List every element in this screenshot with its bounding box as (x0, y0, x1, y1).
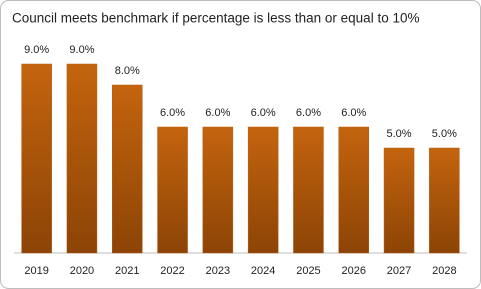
bar (21, 63, 52, 254)
bar (247, 126, 279, 254)
data-label: 9.0% (24, 44, 49, 56)
data-label: 5.0% (432, 128, 457, 140)
x-tick-label: 2026 (342, 265, 366, 277)
x-tick-label: 2028 (432, 265, 456, 277)
data-label: 6.0% (341, 107, 366, 119)
bar (66, 63, 98, 254)
chart-title: Council meets benchmark if percentage is… (12, 11, 419, 26)
bar (429, 147, 460, 254)
data-label: 8.0% (115, 65, 140, 77)
data-label: 6.0% (296, 107, 321, 119)
x-tick-label: 2019 (24, 265, 48, 277)
bar (112, 84, 143, 254)
x-tick-label: 2020 (70, 265, 94, 277)
x-tick-label: 2021 (115, 265, 139, 277)
bar (293, 126, 324, 254)
bar (157, 126, 188, 254)
data-label: 6.0% (251, 107, 276, 119)
x-tick-label: 2024 (251, 265, 275, 277)
data-label: 9.0% (69, 44, 94, 56)
data-label: 5.0% (387, 128, 412, 140)
data-label: 6.0% (160, 107, 185, 119)
x-tick-label: 2025 (296, 265, 320, 277)
x-tick-label: 2022 (160, 265, 184, 277)
x-tick-label: 2023 (206, 265, 230, 277)
x-tick-label: 2027 (387, 265, 411, 277)
bar (202, 126, 234, 254)
bar (383, 147, 415, 254)
data-label: 6.0% (205, 107, 230, 119)
bar (338, 126, 369, 254)
